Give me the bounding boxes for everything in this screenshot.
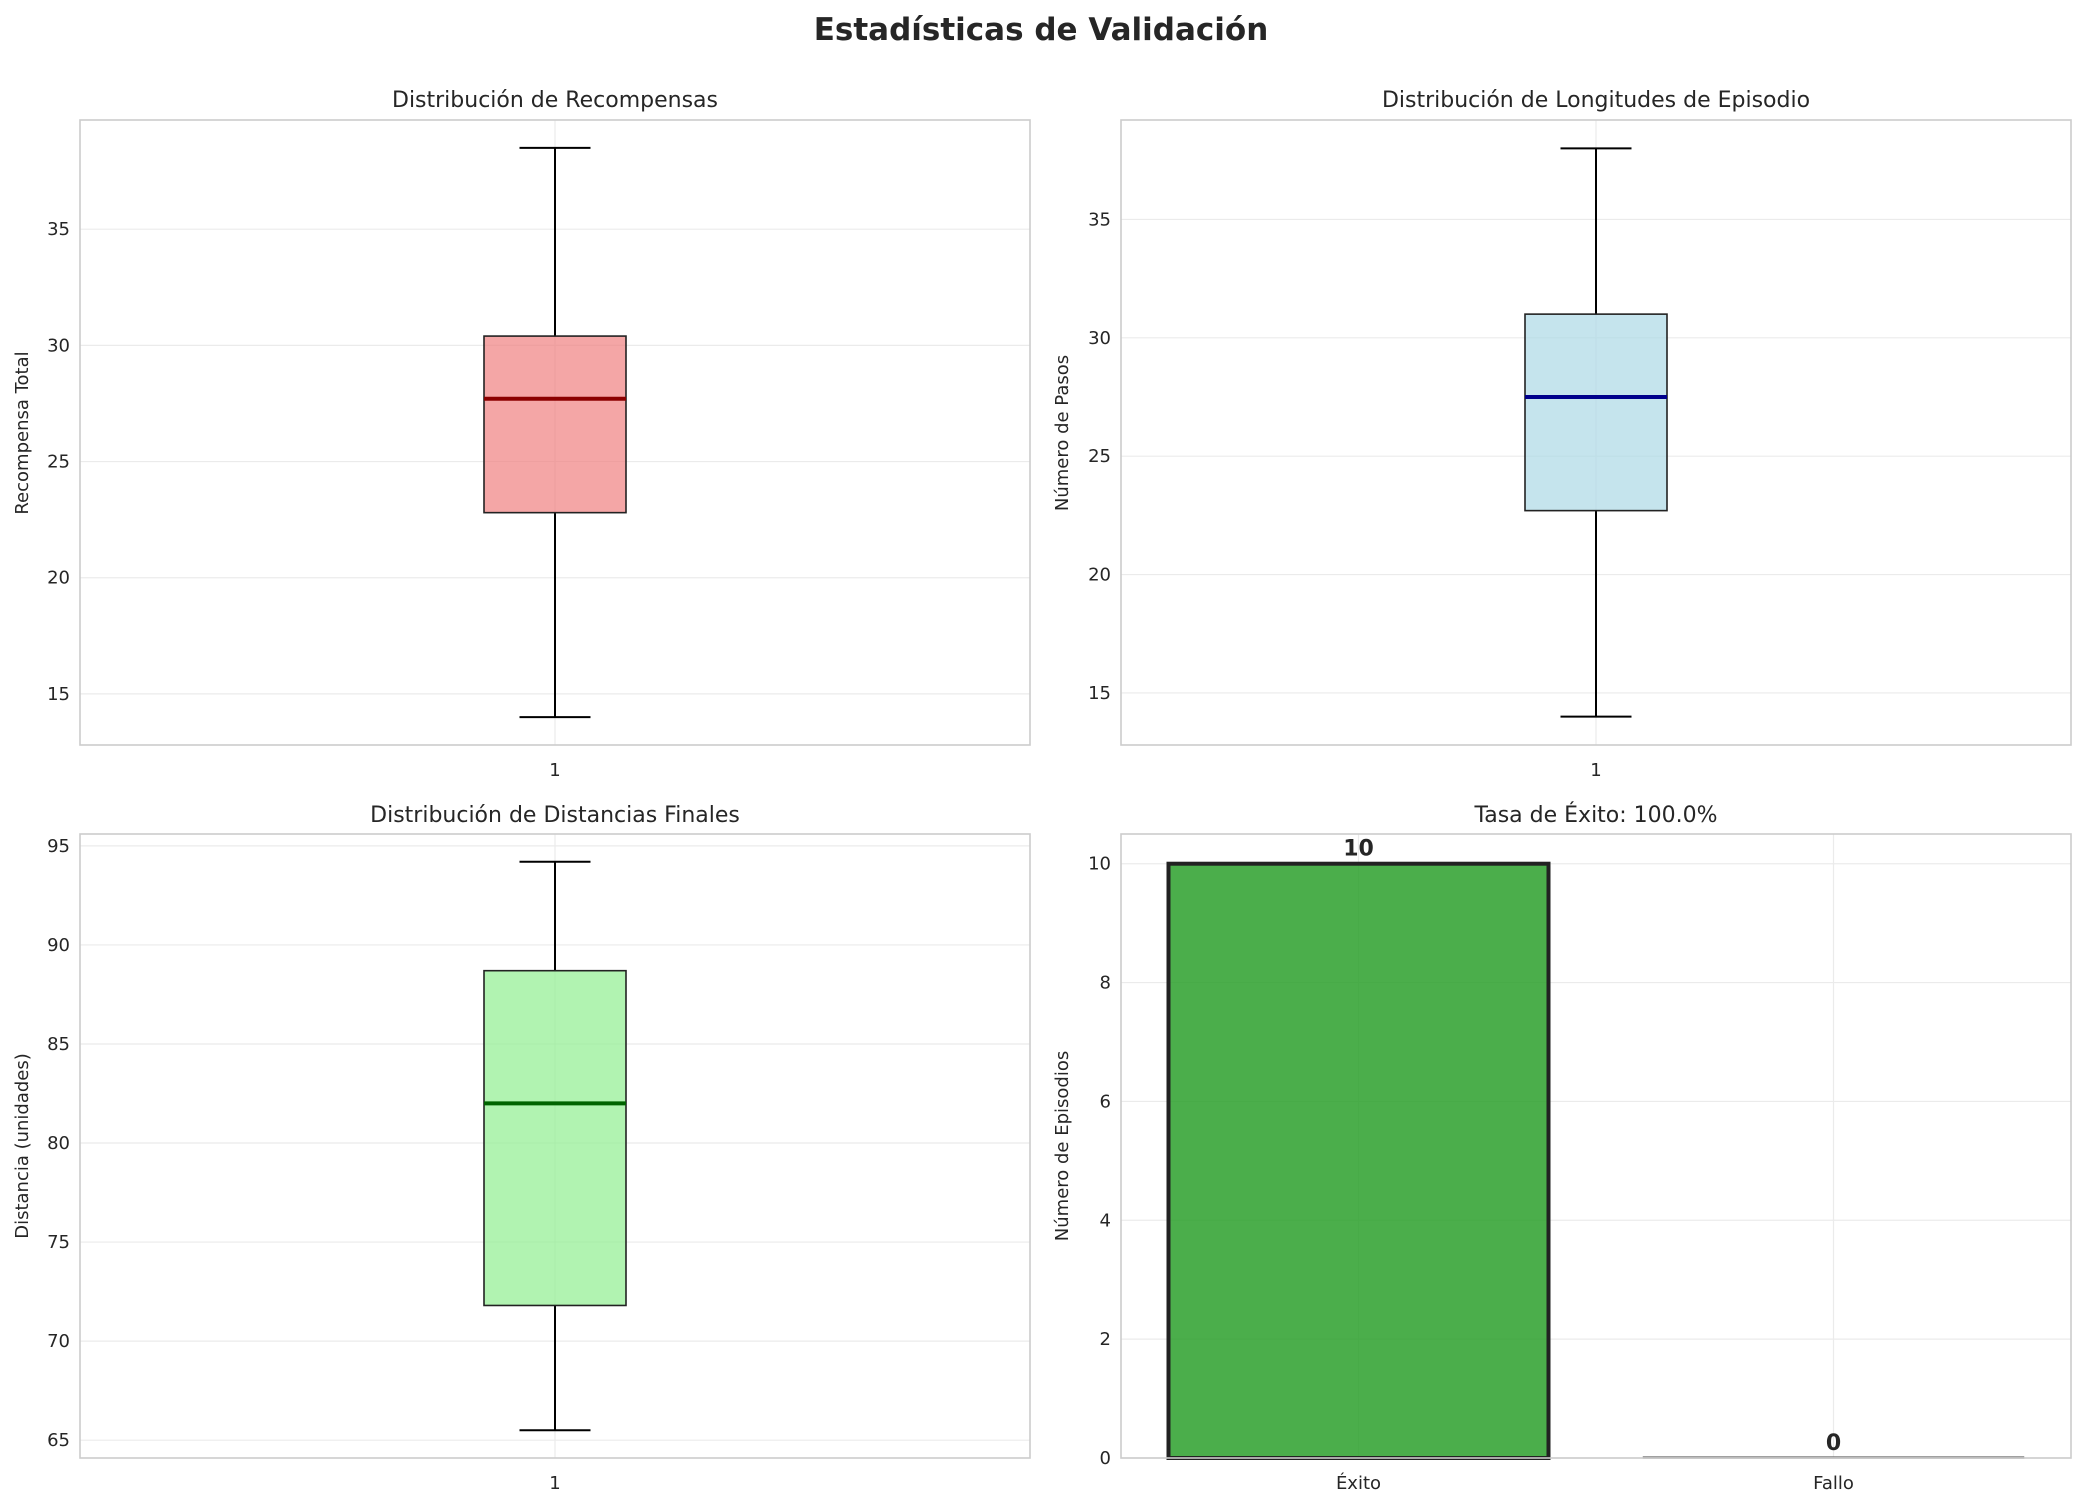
panel-title: Distribución de Distancias Finales bbox=[370, 803, 740, 828]
x-tick-label: 1 bbox=[549, 760, 560, 781]
x-tick-label: 1 bbox=[549, 1473, 560, 1494]
panel-reward-distribution: Distribución de Recompensas Recompensa T… bbox=[12, 88, 1031, 781]
y-tick-label: 10 bbox=[1088, 854, 1111, 875]
axes-frame bbox=[1120, 119, 2072, 746]
bar-value-label: 10 bbox=[1343, 837, 1374, 862]
y-tick-label: 90 bbox=[47, 935, 70, 956]
y-axis-label: Número de Pasos bbox=[1052, 355, 1073, 511]
y-tick-label: 30 bbox=[47, 335, 70, 356]
axes-frame bbox=[1120, 833, 2072, 1459]
y-tick-label: 70 bbox=[47, 1331, 70, 1352]
y-axis-label: Número de Episodios bbox=[1052, 1051, 1073, 1241]
y-tick-label: 0 bbox=[1100, 1448, 1111, 1469]
panel-final-distance-distribution: Distribución de Distancias Finales Dista… bbox=[12, 803, 1031, 1494]
y-tick-label: 95 bbox=[47, 836, 70, 857]
axes-frame bbox=[79, 119, 1031, 746]
y-tick-label: 20 bbox=[1088, 565, 1111, 586]
x-tick-label: 1 bbox=[1590, 760, 1601, 781]
y-tick-label: 75 bbox=[47, 1232, 70, 1253]
y-tick-label: 30 bbox=[1088, 328, 1111, 349]
y-tick-label: 8 bbox=[1100, 973, 1111, 994]
y-tick-label: 2 bbox=[1100, 1329, 1111, 1350]
bar-value-label: 0 bbox=[1826, 1431, 1841, 1456]
y-tick-label: 25 bbox=[1088, 446, 1111, 467]
bar bbox=[1166, 861, 1551, 1460]
y-tick-label: 85 bbox=[47, 1034, 70, 1055]
axes-frame bbox=[79, 833, 1031, 1459]
box bbox=[483, 969, 627, 1307]
y-tick-label: 35 bbox=[47, 219, 70, 240]
y-tick-label: 15 bbox=[47, 684, 70, 705]
box bbox=[1524, 313, 1668, 512]
panel-title: Distribución de Longitudes de Episodio bbox=[1382, 88, 1810, 113]
figure-title: Estadísticas de Validación bbox=[814, 12, 1269, 48]
panel-title: Tasa de Éxito: 100.0% bbox=[1473, 802, 1717, 828]
y-tick-label: 25 bbox=[47, 452, 70, 473]
y-tick-label: 65 bbox=[47, 1430, 70, 1451]
y-tick-label: 4 bbox=[1100, 1210, 1111, 1231]
panel-episode-length-distribution: Distribución de Longitudes de Episodio N… bbox=[1052, 88, 2072, 781]
panel-success-rate: Tasa de Éxito: 100.0% Número de Episodio… bbox=[1052, 802, 2072, 1494]
y-axis-label: Recompensa Total bbox=[12, 351, 33, 514]
box bbox=[483, 335, 627, 514]
y-tick-label: 20 bbox=[47, 568, 70, 589]
x-tick-label: Fallo bbox=[1813, 1473, 1854, 1494]
y-axis-label: Distancia (unidades) bbox=[12, 1053, 33, 1239]
y-tick-label: 15 bbox=[1088, 683, 1111, 704]
panel-title: Distribución de Recompensas bbox=[392, 88, 718, 113]
x-tick-label: Éxito bbox=[1336, 1472, 1381, 1494]
y-tick-label: 6 bbox=[1100, 1091, 1111, 1112]
y-tick-label: 35 bbox=[1088, 209, 1111, 230]
y-tick-label: 80 bbox=[47, 1133, 70, 1154]
